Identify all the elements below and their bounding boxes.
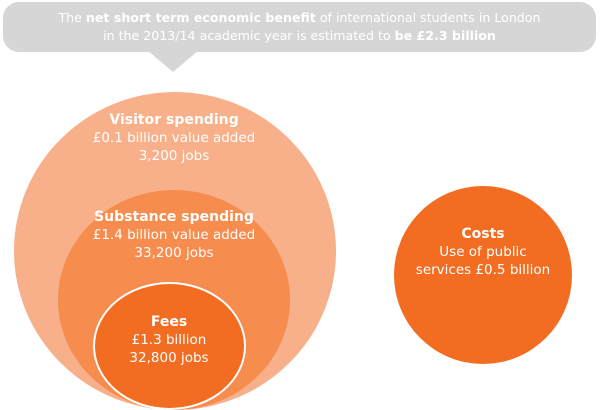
headline-text: in the 2013/14 academic year is estimate… bbox=[103, 28, 395, 43]
visitor-title: Visitor spending bbox=[109, 112, 239, 128]
costs-title: Costs bbox=[461, 226, 505, 242]
substance-jobs: 33,200 jobs bbox=[134, 245, 214, 261]
visitor-spending-label: Visitor spending £0.1 billion value adde… bbox=[74, 111, 274, 165]
headline-callout: The net short term economic benefit of i… bbox=[3, 2, 596, 52]
substance-spending-label: Substance spending £1.4 billion value ad… bbox=[74, 208, 274, 262]
visitor-value: £0.1 billion value added bbox=[92, 130, 256, 146]
headline-text: The bbox=[58, 10, 86, 25]
fees-jobs: 32,800 jobs bbox=[129, 350, 209, 366]
headline-line-2: in the 2013/14 academic year is estimate… bbox=[103, 27, 496, 45]
fees-title: Fees bbox=[150, 314, 188, 330]
headline-total: be £2.3 billion bbox=[394, 28, 496, 43]
costs-circle bbox=[394, 186, 572, 364]
costs-label: Costs Use of public services £0.5 billio… bbox=[408, 225, 558, 279]
substance-value: £1.4 billion value added bbox=[92, 227, 256, 243]
costs-line-1: Use of public bbox=[439, 244, 527, 260]
fees-label: Fees £1.3 billion 32,800 jobs bbox=[94, 313, 244, 367]
visitor-jobs: 3,200 jobs bbox=[138, 148, 210, 164]
headline-emphasis: net short term economic benefit bbox=[85, 10, 316, 25]
callout-pointer bbox=[147, 50, 199, 72]
headline-text: of international students in London bbox=[315, 10, 541, 25]
fees-circle bbox=[93, 282, 246, 410]
fees-value: £1.3 billion bbox=[131, 332, 207, 348]
costs-line-2: services £0.5 billion bbox=[415, 262, 551, 278]
headline-line-1: The net short term economic benefit of i… bbox=[58, 9, 540, 27]
substance-title: Substance spending bbox=[94, 209, 254, 225]
